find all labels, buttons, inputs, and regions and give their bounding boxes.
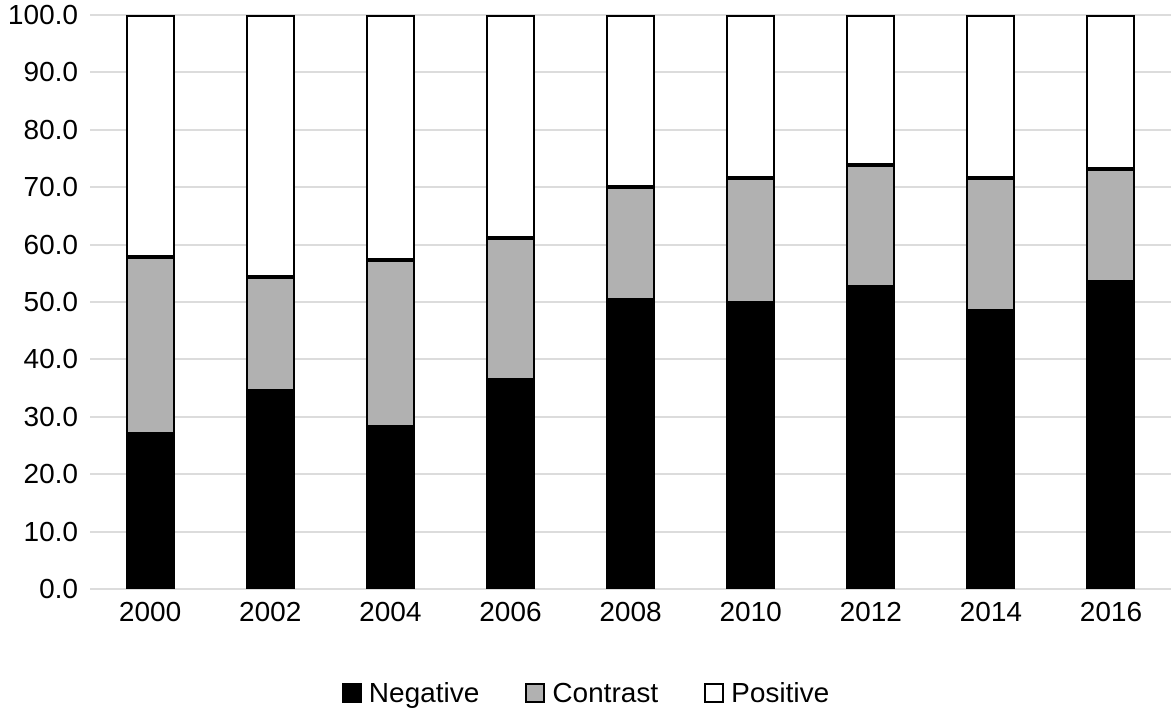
legend-swatch-negative-icon <box>341 683 362 703</box>
bar-2006-segment-positive <box>485 15 535 238</box>
x-axis-label-2002: 2002 <box>239 596 302 627</box>
x-axis-label-2008: 2008 <box>599 596 662 627</box>
gridline <box>90 588 1171 590</box>
bar-2016-segment-positive <box>1086 15 1136 170</box>
legend-item-contrast: Contrast <box>525 679 658 707</box>
bar-2004-segment-negative <box>365 426 415 589</box>
bar-2000-segment-contrast <box>125 257 175 435</box>
bar-2002-segment-contrast <box>245 277 295 391</box>
bar-slot-2014 <box>931 15 1051 589</box>
bar-2016-segment-negative <box>1086 281 1136 589</box>
y-axis-tick-label: 0.0 <box>39 573 78 604</box>
x-axis-label-2014: 2014 <box>959 596 1022 627</box>
bar-2004 <box>365 15 415 589</box>
legend-swatch-positive-icon <box>704 683 725 703</box>
bar-2012-segment-negative <box>846 287 896 589</box>
y-axis-tick-label: 80.0 <box>23 113 79 145</box>
x-axis-label-2006: 2006 <box>479 596 542 627</box>
bar-2002-segment-positive <box>245 15 295 278</box>
legend-label-positive: Positive <box>731 677 830 708</box>
bar-2000-segment-negative <box>125 434 175 589</box>
bar-2014 <box>966 15 1016 589</box>
bar-slot-2016 <box>1051 15 1171 589</box>
legend: Negative Contrast Positive <box>0 676 1171 710</box>
bar-2014-segment-negative <box>966 310 1016 589</box>
bar-2008 <box>605 15 655 589</box>
x-axis-label-2010: 2010 <box>719 596 782 627</box>
y-axis-tick-label: 20.0 <box>23 458 79 490</box>
bar-2008-segment-negative <box>605 300 655 589</box>
bar-2010-segment-contrast <box>726 178 776 303</box>
bar-slot-2002 <box>210 15 330 589</box>
bar-2016-segment-contrast <box>1086 169 1136 282</box>
bar-2006-segment-negative <box>485 379 535 589</box>
bar-2010-segment-negative <box>726 302 776 589</box>
x-axis-label-2000: 2000 <box>118 596 182 627</box>
x-axis-label-2004: 2004 <box>359 596 422 627</box>
x-axis: 2000 2002 2004 2006 2008 2010 2012 2014 2016 <box>90 596 1171 628</box>
bar-2002-segment-negative <box>245 390 295 589</box>
legend-label-negative: Negative <box>368 677 480 708</box>
bar-slot-2008 <box>570 15 690 589</box>
bar-2012-segment-positive <box>846 15 896 165</box>
bar-2008-segment-positive <box>605 15 655 187</box>
bar-2006 <box>485 15 535 589</box>
bar-slot-2004 <box>330 15 450 589</box>
bar-slot-2000 <box>90 15 210 589</box>
x-axis-label-2012: 2012 <box>839 596 902 627</box>
y-axis-tick-label: 100.0 <box>7 0 78 30</box>
y-axis-tick-label: 40.0 <box>23 343 79 375</box>
bar-2006-segment-contrast <box>485 237 535 380</box>
legend-swatch-contrast-icon <box>525 683 546 703</box>
bar-2016 <box>1086 15 1136 589</box>
bar-2000-segment-positive <box>125 15 175 258</box>
legend-item-positive: Positive <box>704 679 829 707</box>
bar-2012-segment-contrast <box>846 164 896 288</box>
bar-2004-segment-positive <box>365 15 415 260</box>
bar-2004-segment-contrast <box>365 259 415 427</box>
bars <box>90 15 1171 589</box>
bar-slot-2012 <box>811 15 931 589</box>
gridline <box>90 14 1171 16</box>
bar-2014-segment-contrast <box>966 178 1016 311</box>
bar-2010 <box>726 15 776 589</box>
bar-slot-2010 <box>691 15 811 589</box>
y-axis-tick-label: 50.0 <box>23 286 79 317</box>
y-axis-tick-label: 90.0 <box>23 56 79 88</box>
plot-area <box>90 14 1171 590</box>
y-axis-tick-label: 10.0 <box>23 515 79 547</box>
y-axis-tick-label: 60.0 <box>23 228 79 260</box>
bar-2008-segment-contrast <box>605 186 655 301</box>
x-axis-label-2016: 2016 <box>1079 596 1143 627</box>
bar-2010-segment-positive <box>726 15 776 179</box>
y-axis-tick-label: 70.0 <box>23 171 79 203</box>
bar-2014-segment-positive <box>966 15 1016 179</box>
legend-item-negative: Negative <box>341 677 480 708</box>
bar-2000 <box>125 15 175 589</box>
y-axis: 0.0 10.0 20.0 30.0 40.0 50.0 60.0 70.0 80.0 90.0 1… <box>0 1 79 603</box>
y-axis-tick-label: 30.0 <box>23 400 79 432</box>
bar-2012 <box>846 15 896 589</box>
bar-slot-2006 <box>450 15 570 589</box>
legend-label-contrast: Contrast <box>552 677 659 708</box>
bar-2002 <box>245 15 295 589</box>
